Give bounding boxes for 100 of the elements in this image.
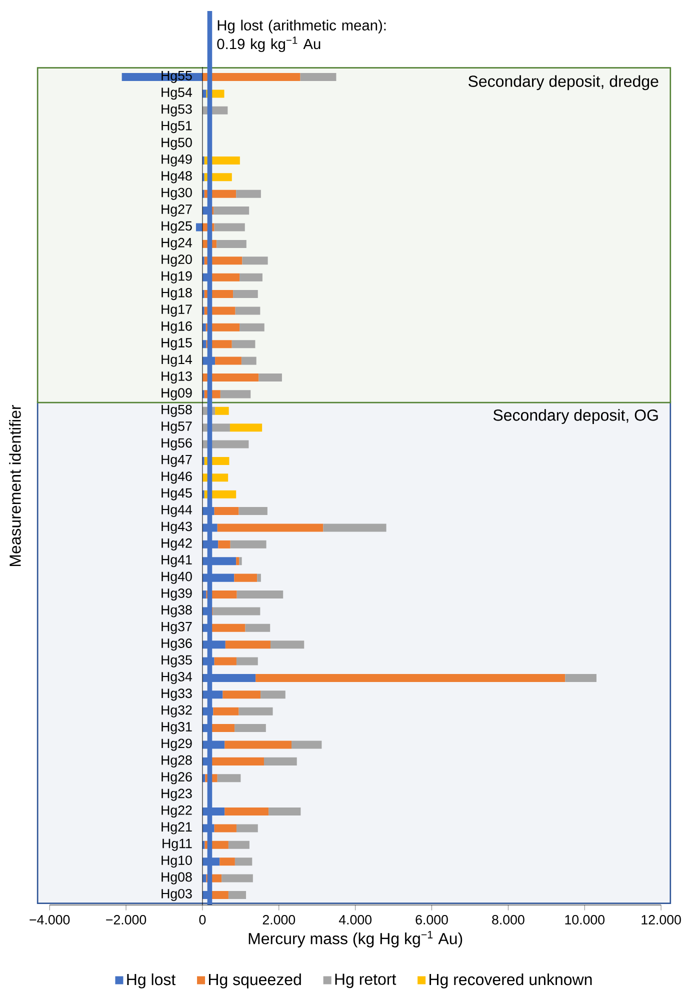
bar (210, 624, 246, 632)
bar (233, 290, 258, 298)
bar (224, 740, 292, 749)
bar (224, 808, 269, 816)
y-tick-label: Hg30 (162, 188, 192, 200)
bar (215, 406, 229, 415)
y-tick-label: Hg08 (162, 872, 192, 884)
y-tick-label: Hg27 (162, 204, 192, 217)
bar (260, 690, 286, 699)
bar (242, 256, 268, 265)
y-tick-label: Hg28 (162, 755, 192, 768)
y-tick-label: Hg09 (162, 388, 192, 400)
y-tick-label: Hg03 (162, 888, 192, 902)
bar (213, 707, 239, 716)
y-tick-label: Hg31 (162, 722, 192, 734)
y-tick-label: Hg23 (162, 788, 192, 801)
y-tick-label: Hg55 (162, 71, 192, 83)
bar (258, 373, 282, 382)
y-tick-label: Hg56 (162, 438, 192, 450)
bar (217, 524, 324, 532)
bar (241, 356, 256, 365)
y-tick-label: Hg18 (162, 288, 192, 300)
y-tick-label: Hg47 (162, 454, 192, 467)
y-tick-label: Hg49 (162, 154, 192, 167)
y-tick-label: Hg32 (162, 705, 192, 718)
legend-label: Hg recovered unknown (430, 973, 592, 988)
y-tick-label: Hg20 (162, 254, 192, 267)
x-tick-label: 2.000 (262, 915, 296, 924)
y-tick-label: Hg43 (162, 522, 192, 534)
x-tick-label: −2.000 (106, 915, 146, 924)
bar (292, 740, 322, 749)
bar (232, 340, 256, 348)
y-tick-label: Hg42 (162, 538, 192, 550)
y-tick-label: Hg33 (162, 688, 192, 701)
y-tick-label: Hg22 (162, 805, 192, 818)
bar (238, 507, 268, 516)
bar (235, 306, 260, 315)
band-label: Secondary deposit, OG (493, 409, 658, 424)
y-tick-label: Hg15 (162, 338, 192, 350)
bar (234, 574, 258, 582)
bar (270, 640, 304, 649)
y-tick-label: Hg39 (162, 588, 192, 601)
bar (210, 757, 264, 766)
y-tick-label: Hg17 (162, 304, 192, 317)
x-tick-label: 0 (199, 915, 206, 924)
y-tick-label: Hg34 (162, 672, 192, 684)
bar (234, 858, 252, 866)
bar (217, 774, 241, 782)
bar (214, 507, 239, 516)
bar (264, 757, 297, 766)
y-tick-label: Hg44 (162, 505, 192, 518)
y-axis-title: Measurement identifier (9, 404, 21, 566)
bar (222, 874, 253, 882)
bar (196, 223, 202, 232)
bar (268, 808, 301, 816)
y-tick-label: Hg40 (162, 572, 192, 584)
bar (236, 590, 284, 599)
y-tick-label: Hg57 (162, 422, 192, 434)
x-tick-label: −4.000 (30, 915, 70, 924)
bar (215, 356, 242, 365)
bar (212, 607, 260, 616)
bar (239, 557, 242, 566)
y-tick-label: Hg11 (162, 838, 192, 851)
legend-label: Hg squeezed (209, 973, 301, 988)
y-tick-label: Hg14 (162, 354, 192, 367)
y-tick-label: Hg25 (162, 221, 192, 234)
bar (228, 890, 246, 899)
y-tick-label: Hg53 (162, 104, 192, 116)
bar (230, 424, 262, 432)
y-tick-label: Hg10 (162, 856, 192, 868)
bar (300, 73, 336, 82)
ref-line-label: Hg lost (arithmetic mean): 0.19 kg kg$^{−1}$ Au (217, 20, 386, 52)
bar (240, 323, 264, 332)
y-tick-label: Hg41 (162, 555, 192, 568)
y-tick-label: Hg50 (162, 138, 192, 150)
bar (211, 724, 235, 732)
bar (257, 574, 261, 582)
bar (240, 273, 262, 282)
legend-label: Hg lost (127, 973, 176, 988)
x-tick-label: 8.000 (492, 915, 524, 924)
bar (256, 674, 566, 682)
y-tick-label: Hg38 (162, 605, 192, 618)
x-axis-title: Mercury mass (kg Hg kg$^{−1}$ Au) (248, 930, 462, 948)
bar (214, 206, 250, 215)
bar (236, 824, 258, 832)
bar (236, 657, 258, 666)
bar (225, 640, 270, 649)
y-tick-label: Hg19 (162, 271, 192, 284)
bar (230, 540, 266, 548)
bar (214, 824, 236, 832)
y-tick-label: Hg45 (162, 488, 192, 500)
x-tick-label: 4.000 (338, 915, 372, 924)
y-tick-label: Hg54 (162, 88, 192, 100)
bar (210, 273, 240, 282)
y-tick-label: Hg36 (162, 638, 192, 651)
y-tick-label: Hg46 (162, 472, 192, 484)
x-tick-label: 10.000 (565, 915, 604, 924)
band-label: Secondary deposit, dredge (468, 75, 658, 90)
bar (565, 674, 596, 682)
bar (216, 240, 246, 248)
